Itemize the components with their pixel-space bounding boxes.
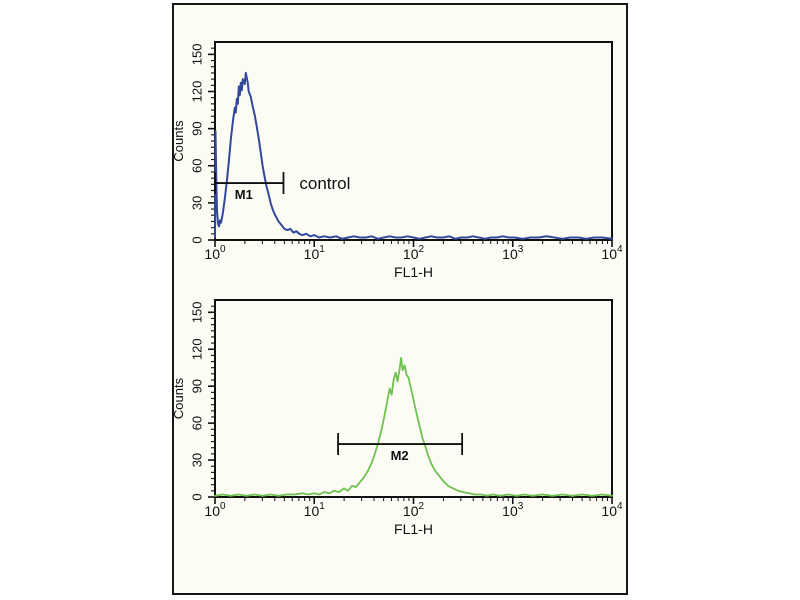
x-tick-label: 103 [502, 244, 524, 262]
gate-label: M1 [235, 187, 253, 202]
x-tick-label: 104 [601, 501, 623, 519]
top-histogram-panel: 0 30 60 90 120 150 Counts 100 101 102 103 104 FL1-H M… [171, 41, 623, 280]
y-tick-label: 30 [189, 196, 204, 210]
y-tick-label: 120 [189, 81, 204, 103]
x-axis-label: FL1-H [394, 264, 433, 280]
x-axis-label: FL1-H [394, 521, 433, 537]
y-tick-label: 60 [189, 159, 204, 173]
y-tick-label: 0 [189, 236, 204, 243]
m1-gate-marker: M1 [214, 172, 285, 202]
antibody-histogram-curve [214, 356, 613, 497]
y-tick-label: 150 [189, 301, 204, 323]
y-tick-label: 120 [189, 338, 204, 360]
x-tick-label: 100 [204, 244, 226, 262]
y-tick-label: 150 [189, 44, 204, 66]
control-annotation: control [299, 174, 350, 193]
y-axis-label: Counts [171, 120, 186, 162]
bottom-histogram-panel: 0 30 60 90 120 150 Counts 100 101 102 103 104 FL1-H M… [171, 299, 623, 537]
x-tick-label: 101 [304, 501, 326, 519]
m2-gate-marker: M2 [337, 433, 464, 463]
y-tick-label: 60 [189, 416, 204, 430]
x-tick-label: 102 [403, 501, 425, 519]
control-histogram-curve [214, 71, 613, 240]
x-tick-label: 102 [403, 244, 425, 262]
plot-frame [214, 41, 613, 241]
x-tick-label: 100 [204, 501, 226, 519]
y-axis-label: Counts [171, 377, 186, 419]
x-tick-label: 103 [502, 501, 524, 519]
y-tick-label: 90 [189, 379, 204, 393]
y-tick-label: 30 [189, 453, 204, 467]
y-tick-label: 0 [189, 493, 204, 500]
gate-label: M2 [391, 448, 409, 463]
x-tick-label: 101 [304, 244, 326, 262]
y-tick-label: 90 [189, 121, 204, 135]
x-tick-label: 104 [601, 244, 623, 262]
